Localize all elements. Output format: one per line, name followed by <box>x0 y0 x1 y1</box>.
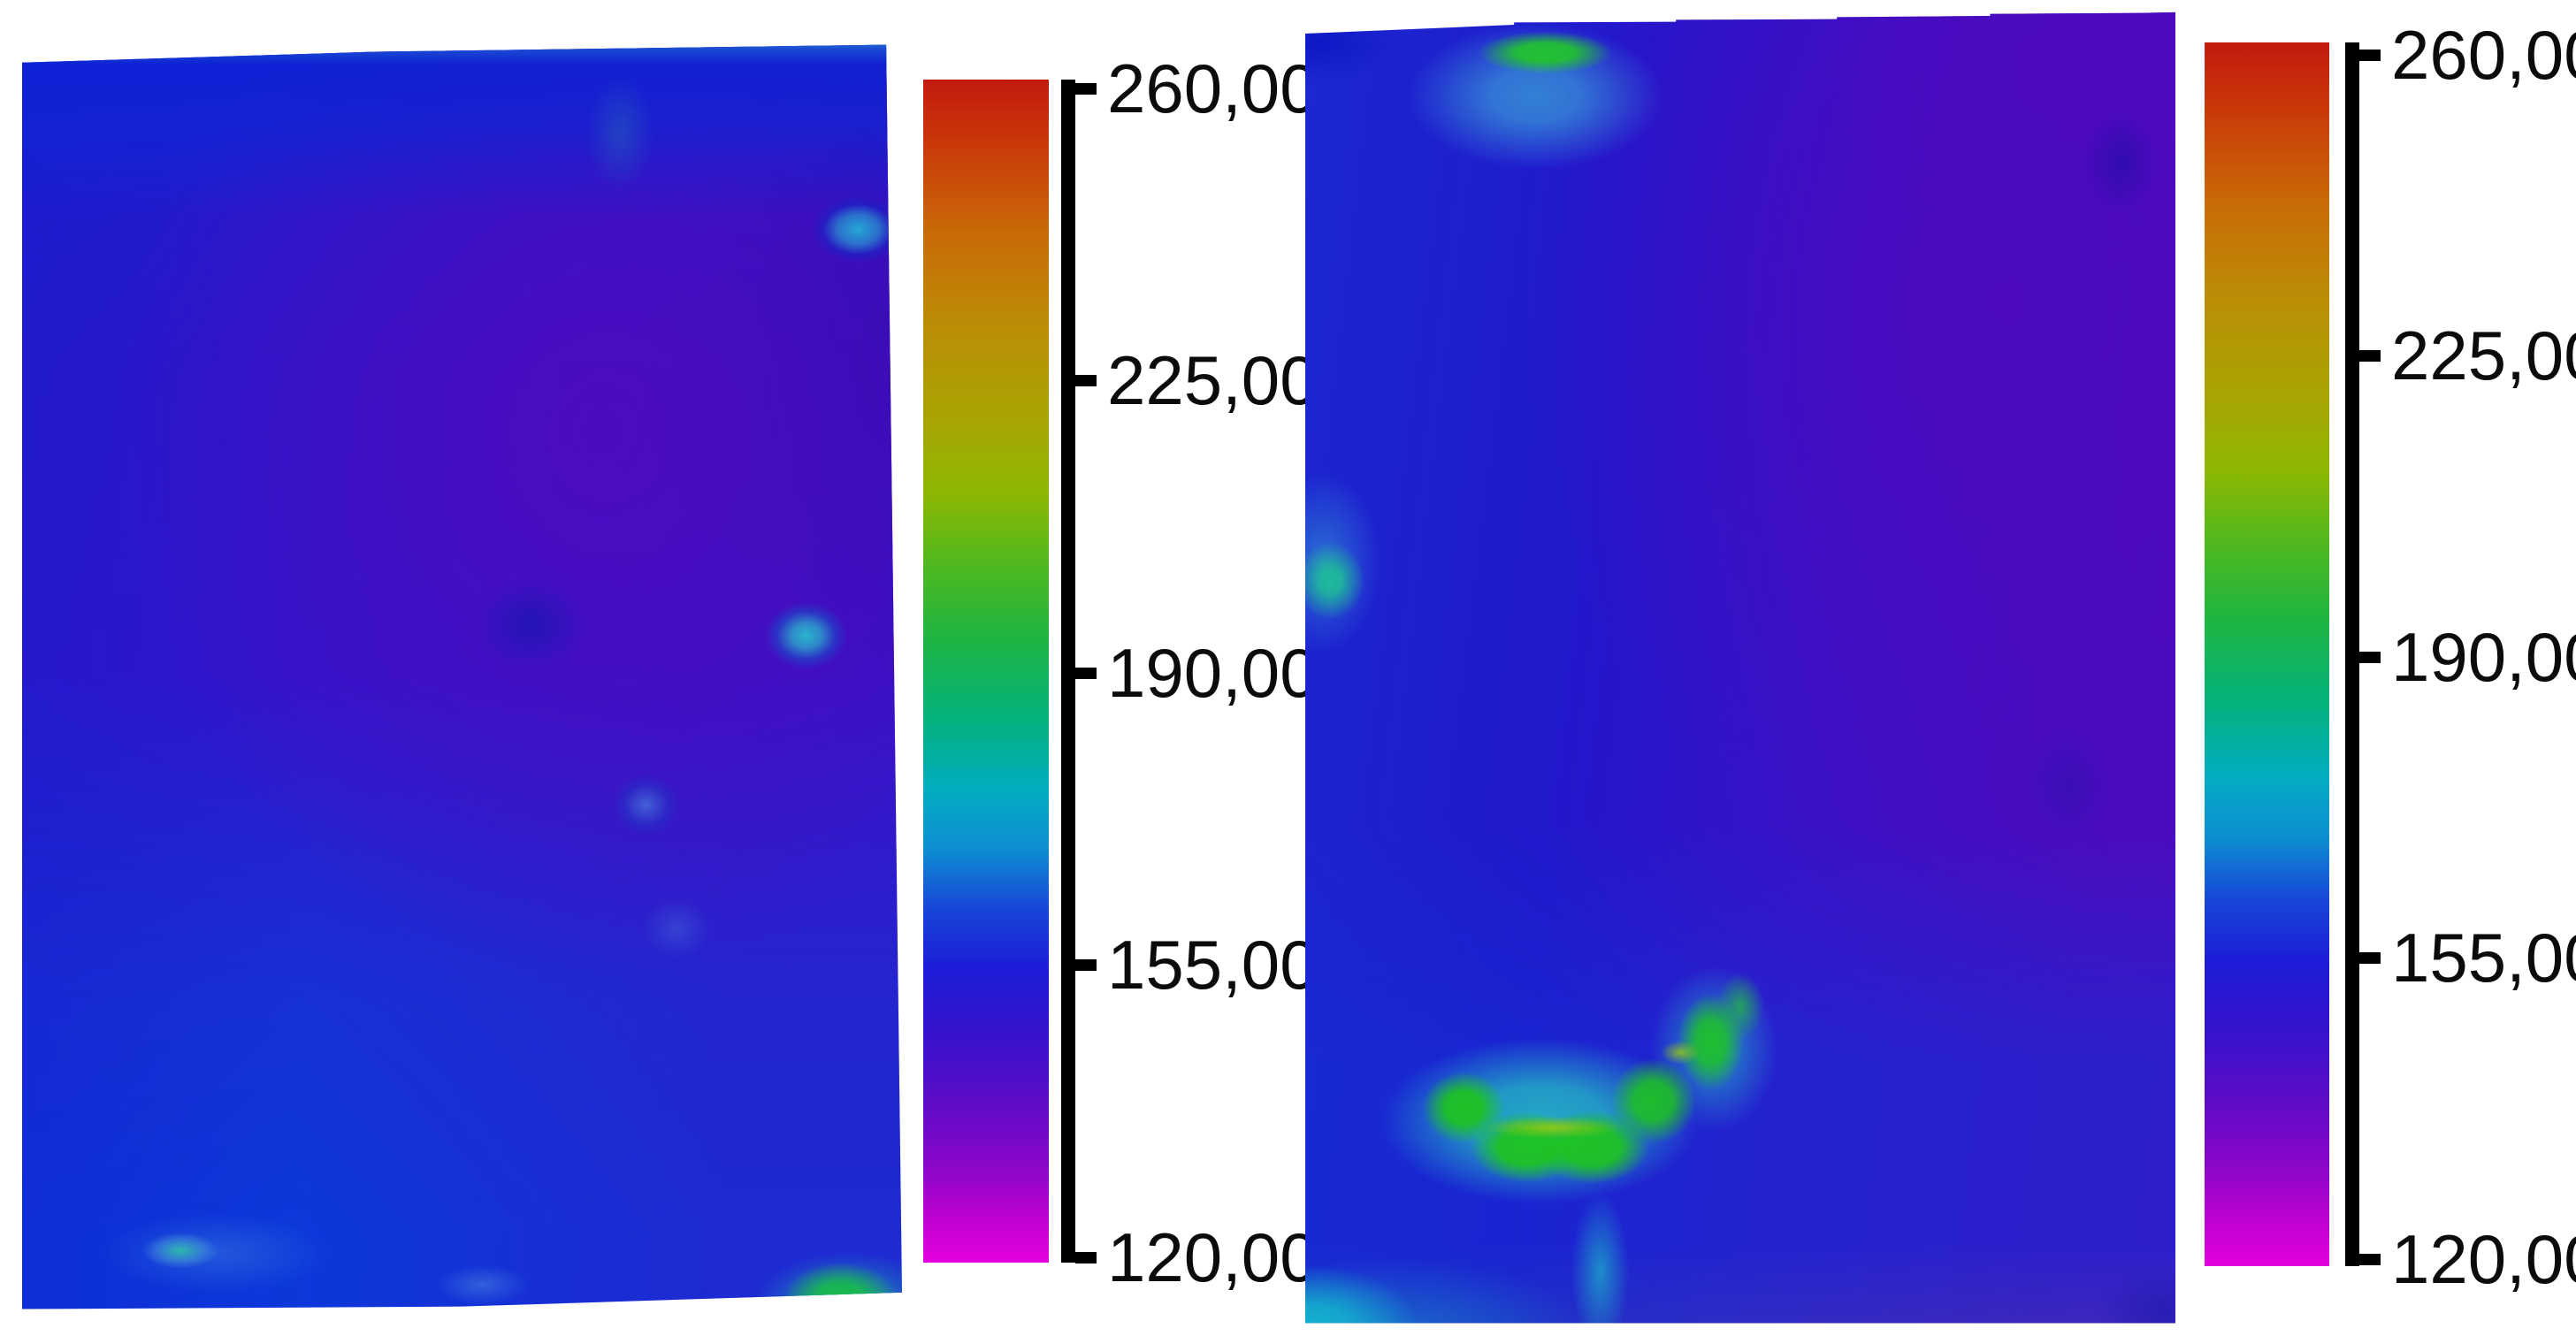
colorbar-gradient <box>923 80 1049 1263</box>
tick-label: 120,00 <box>1107 1218 1319 1296</box>
tick-mark <box>1075 958 1097 971</box>
colorbar-right: 260,00 225,00 190,00 155,00 120,00 <box>2205 20 2576 1294</box>
heatmap-right <box>1305 11 2175 1324</box>
tick-mark <box>2359 951 2381 964</box>
tick-mark <box>1075 1251 1097 1263</box>
tick-mark <box>2359 1253 2381 1265</box>
tick-label: 260,00 <box>2391 16 2576 94</box>
tick-label: 120,00 <box>2391 1220 2576 1298</box>
tick-label: 190,00 <box>2391 618 2576 696</box>
tick-mark <box>2359 49 2381 61</box>
colorbar-left: 260,00 225,00 190,00 155,00 120,00 <box>923 54 1348 1292</box>
heatmap-left <box>22 44 902 1309</box>
colorbar-tick: 260,00 <box>1075 49 1319 128</box>
tick-label: 260,00 <box>1107 50 1319 127</box>
tick-mark <box>1075 374 1097 386</box>
colorbar-tick: 190,00 <box>1075 633 1319 713</box>
tick-mark <box>2359 651 2381 663</box>
tick-label: 190,00 <box>1107 634 1319 712</box>
colorbar-tick: 190,00 <box>2359 617 2576 697</box>
colorbar-gradient <box>2205 42 2329 1266</box>
colorbar-tick: 225,00 <box>1075 340 1319 420</box>
colorbar-tick: 120,00 <box>2359 1219 2576 1299</box>
colorbar-tick: 260,00 <box>2359 15 2576 95</box>
tick-mark <box>1075 667 1097 679</box>
tick-label: 225,00 <box>2391 317 2576 394</box>
colorbar-axis <box>1061 80 1075 1263</box>
tick-label: 155,00 <box>2391 919 2576 996</box>
tick-label: 225,00 <box>1107 341 1319 419</box>
tick-mark <box>2359 349 2381 362</box>
colorbar-tick: 225,00 <box>2359 316 2576 395</box>
tick-label: 155,00 <box>1107 926 1319 1004</box>
colorbar-tick: 155,00 <box>2359 918 2576 997</box>
colorbar-tick: 155,00 <box>1075 925 1319 1004</box>
tick-mark <box>1075 82 1097 95</box>
colorbar-axis <box>2345 42 2359 1266</box>
colorbar-tick: 120,00 <box>1075 1218 1319 1297</box>
